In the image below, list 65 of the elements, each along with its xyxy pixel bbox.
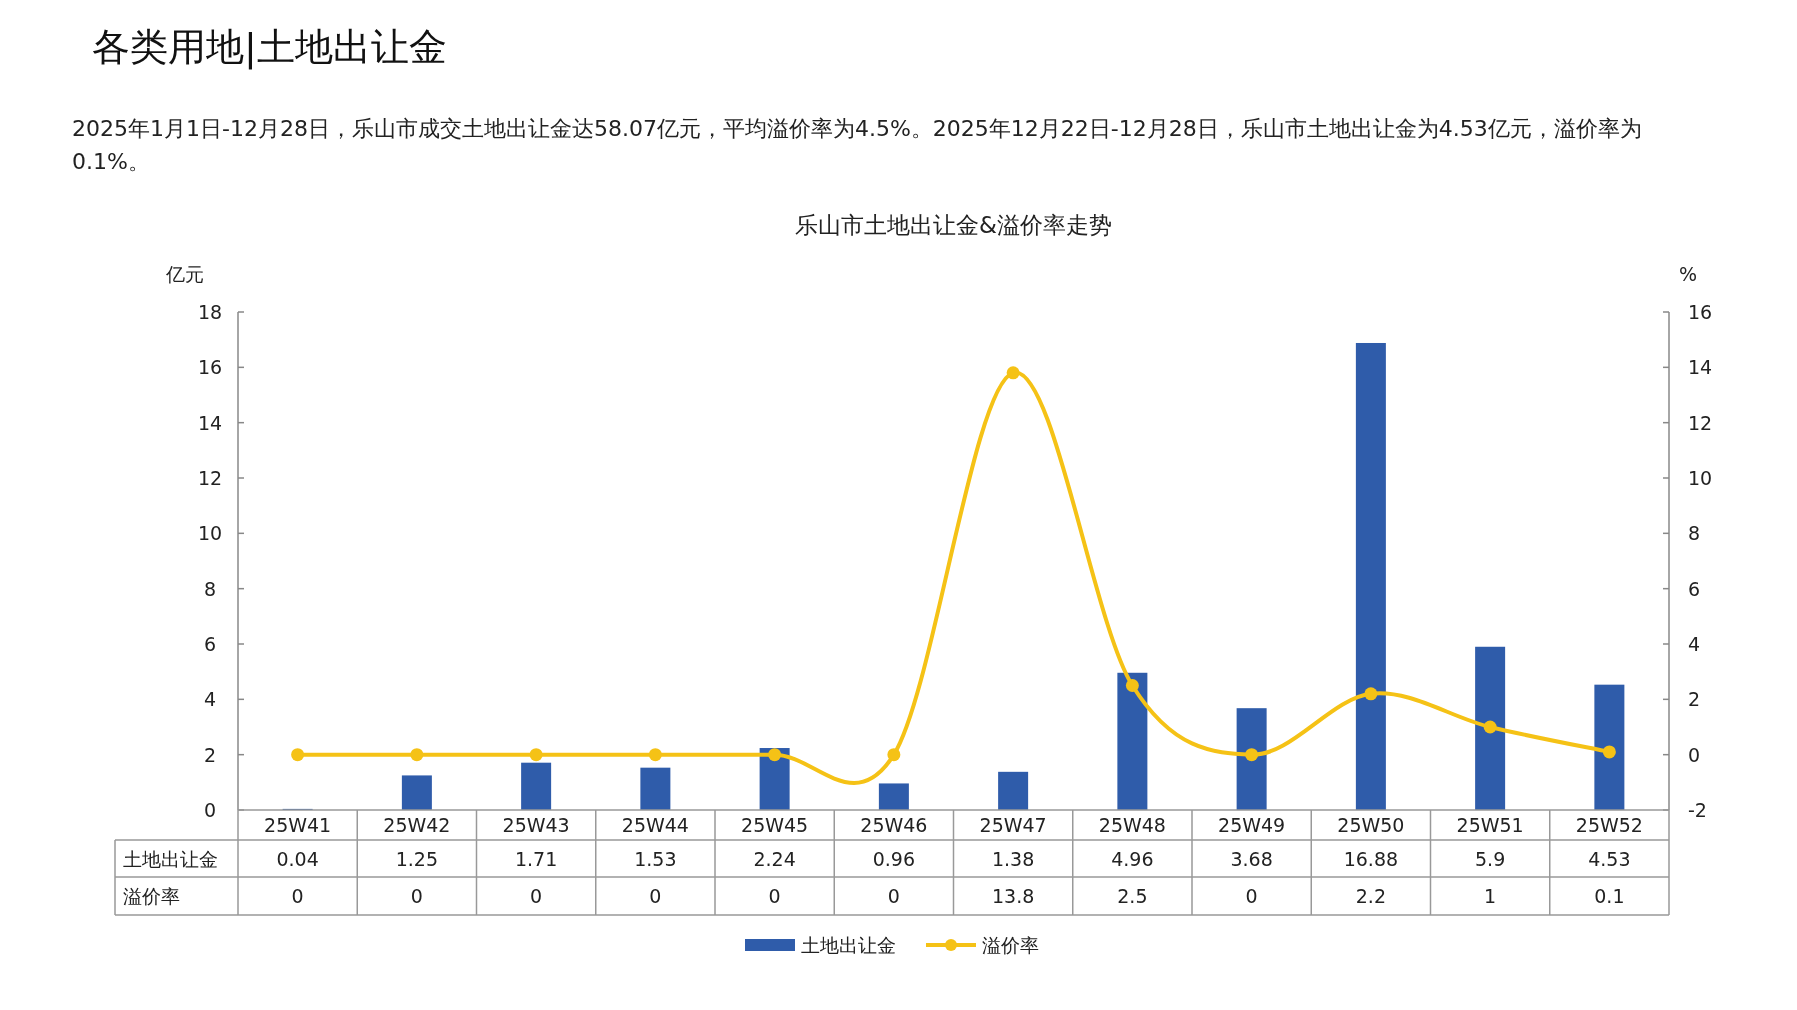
y2-tick-label: 2 [1688, 688, 1701, 711]
data-label: 1.71 [514, 847, 558, 870]
y-tick-label: 0 [203, 799, 217, 821]
data-label: 1.38 [991, 847, 1035, 870]
data-label: 4.96 [1111, 847, 1154, 870]
y-tick-label: 4 [203, 688, 217, 711]
y-tick-label: 16 [197, 356, 223, 379]
x-tick-label: 25W43 [502, 814, 570, 836]
data-label: 0.1 [1594, 885, 1625, 907]
data-label: 16.88 [1343, 847, 1399, 870]
legend-label: 溢价率 [982, 934, 1039, 956]
y2-tick-label: 8 [1688, 522, 1701, 545]
y2-tick-label: 12 [1688, 411, 1713, 434]
data-label: 0.04 [276, 847, 319, 870]
x-tick-label: 25W45 [741, 814, 809, 836]
text: 土地出让金 [123, 847, 218, 870]
x-tick-label: 25W47 [979, 814, 1047, 836]
y-tick-label: 2 [203, 743, 217, 766]
x-tick-label: 25W52 [1575, 814, 1643, 836]
data-label: 2.24 [753, 847, 796, 870]
data-label: 0 [768, 885, 781, 907]
y-tick-label: 12 [197, 467, 223, 489]
legend-label: 土地出让金 [801, 934, 896, 956]
data-label: 0 [410, 885, 423, 907]
chart-title: 乐山市土地出让金&溢价率走势 [795, 212, 1112, 238]
y-tick-label: 18 [197, 301, 223, 323]
text: 2025年1月1日-12月28日，乐山市成交土地出让金达58.07亿元，平均溢价率为4.5%。2025年12月22日-12月28日，乐山市土地出让金为4.53亿元，溢价率为0.1%。 [72, 115, 1643, 176]
x-tick-label: 25W51 [1456, 814, 1524, 836]
x-tick-label: 25W48 [1098, 814, 1166, 836]
data-label: 2.5 [1117, 885, 1148, 907]
data-label: 2.2 [1355, 885, 1386, 907]
y-tick-label: 14 [197, 411, 223, 434]
x-tick-label: 25W50 [1337, 814, 1405, 836]
data-label: 0 [530, 885, 543, 907]
x-tick-label: 25W44 [621, 814, 689, 836]
y2-tick-label: 0 [1688, 743, 1701, 766]
data-label: 5.9 [1475, 847, 1506, 870]
data-label: 0.96 [872, 847, 916, 870]
x-tick-label: 25W41 [264, 814, 332, 836]
text: 溢价率 [123, 885, 180, 907]
data-label: 1.53 [634, 847, 677, 870]
y-tick-label: 8 [203, 577, 217, 600]
text: 各类用地|土地出让金 [92, 24, 447, 72]
data-label: 0 [1245, 885, 1258, 907]
data-label: 4.53 [1588, 847, 1631, 870]
data-label: 3.68 [1230, 847, 1273, 870]
data-label: 0 [649, 885, 662, 907]
y2-tick-label: 4 [1688, 633, 1701, 655]
y2-tick-label: 10 [1688, 467, 1713, 489]
y2-axis-title: % [1678, 263, 1698, 285]
y-axis-title: 亿元 [165, 263, 204, 285]
data-label: 0 [887, 885, 900, 907]
data-label: 0 [291, 885, 304, 907]
y-tick-label: 10 [197, 522, 223, 545]
x-tick-label: 25W49 [1218, 814, 1286, 836]
data-label: 1 [1484, 885, 1497, 907]
y2-tick-label: 16 [1688, 301, 1713, 323]
data-label: 13.8 [991, 885, 1035, 907]
y2-tick-label: -2 [1688, 799, 1707, 821]
y-tick-label: 6 [203, 633, 217, 655]
y2-tick-label: 14 [1688, 356, 1713, 379]
x-tick-label: 25W42 [383, 814, 451, 836]
y2-tick-label: 6 [1688, 577, 1701, 600]
data-label: 1.25 [395, 847, 439, 870]
x-tick-label: 25W46 [860, 814, 928, 836]
